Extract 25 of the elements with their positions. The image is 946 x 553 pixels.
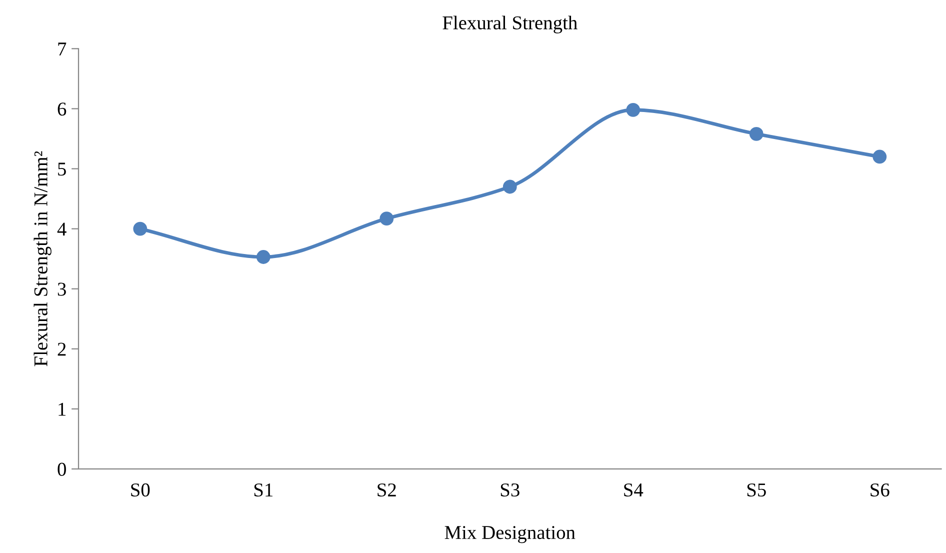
- x-tick-label: S1: [254, 483, 272, 497]
- x-tick-label: S4: [624, 483, 644, 497]
- point: [872, 150, 887, 164]
- point: [502, 180, 517, 194]
- y-axis-title: Flexural Strength in N/mm²: [34, 151, 52, 366]
- y-tick-label: 4: [57, 222, 66, 236]
- y-tick-label: 3: [58, 282, 66, 296]
- y-tick-label: 1: [58, 402, 66, 416]
- x-tick-label: S6: [870, 483, 890, 497]
- point: [256, 250, 270, 264]
- y-tick-label: 0: [58, 462, 66, 476]
- x-tick-label: S2: [378, 483, 396, 497]
- y-tick-label: 7: [58, 42, 66, 56]
- chart-title: Flexural Strength: [442, 16, 578, 34]
- point: [133, 222, 148, 236]
- y-tick-label: 6: [58, 102, 66, 116]
- x-tick-label: S3: [500, 483, 520, 497]
- point: [380, 212, 394, 226]
- x-axis-title: Mix Designation: [444, 526, 576, 544]
- x-tick-label: S0: [131, 483, 150, 497]
- y-tick-label: 2: [58, 342, 66, 356]
- y-tick-label: 5: [58, 162, 66, 176]
- point: [626, 102, 640, 117]
- point: [749, 126, 764, 141]
- x-tick-label: S5: [747, 483, 766, 497]
